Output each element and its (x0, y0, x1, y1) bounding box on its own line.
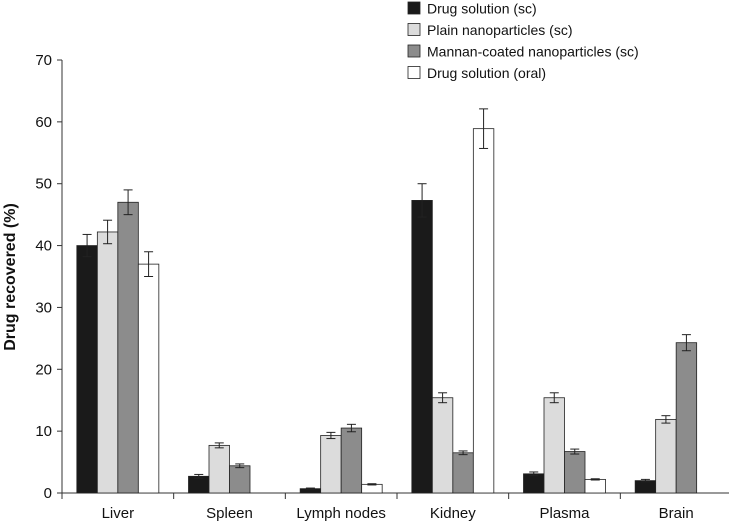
legend: Drug solution (sc) Plain nanoparticles (s… (407, 1, 639, 81)
category-label: Kidney (430, 505, 476, 521)
bar (655, 418, 677, 494)
bar (117, 201, 139, 494)
y-tick-label: 50 (35, 176, 52, 193)
bar (76, 245, 98, 494)
bar (320, 435, 342, 494)
x-axis: Liver Spleen Lymph nodes Kidney Plasma Brain (61, 492, 729, 521)
bar (452, 452, 474, 494)
bar (675, 342, 698, 494)
bars (76, 108, 698, 494)
y-axis-label: Drug recovered (%) (2, 203, 19, 351)
y-tick-label: 60 (35, 114, 52, 131)
y-tick-label: 70 (35, 52, 52, 69)
category-label: Spleen (206, 505, 253, 521)
category-label: Plasma (539, 505, 590, 521)
category-label: Liver (102, 505, 135, 521)
legend-label: Drug solution (sc) (427, 1, 537, 17)
y-tick-label: 30 (35, 299, 52, 316)
bar (361, 483, 383, 494)
legend-label: Mannan-coated nanoparticles (sc) (427, 44, 639, 60)
legend-label: Drug solution (oral) (427, 65, 546, 81)
legend-swatch (407, 44, 421, 58)
y-tick-label: 20 (35, 361, 52, 378)
legend-label: Plain nanoparticles (sc) (427, 22, 573, 38)
bar (564, 451, 586, 494)
y-axis: 0 10 20 30 40 50 60 70 (35, 52, 63, 502)
legend-swatch (407, 23, 421, 36)
bar (188, 475, 210, 494)
bar (523, 473, 545, 494)
bar (543, 397, 565, 494)
bar (340, 427, 363, 494)
bar (96, 231, 119, 494)
bar (229, 465, 251, 494)
category-label: Lymph nodes (296, 505, 386, 521)
bar (137, 263, 160, 494)
bar (472, 128, 495, 494)
y-tick-label: 10 (35, 423, 52, 440)
bar (431, 397, 454, 494)
bar (634, 480, 657, 494)
bar (411, 200, 433, 494)
bar (208, 444, 230, 494)
bar (584, 478, 606, 494)
y-tick-label: 0 (44, 485, 52, 502)
category-label: Brain (659, 505, 694, 521)
y-tick-label: 40 (35, 238, 52, 255)
legend-swatch (407, 1, 421, 15)
legend-swatch (407, 66, 421, 79)
